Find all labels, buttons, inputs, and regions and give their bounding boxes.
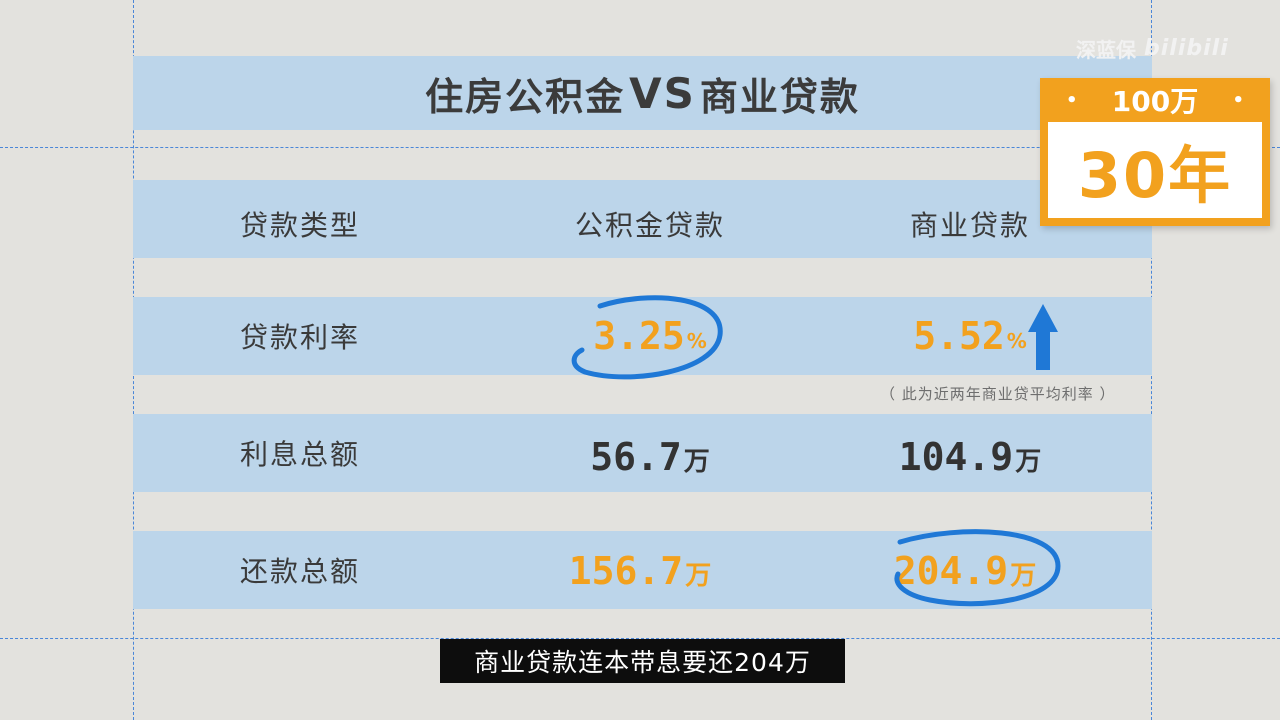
commercial-total-unit: 万 bbox=[1010, 561, 1037, 591]
bilibili-logo: bilibili bbox=[1144, 36, 1229, 61]
guide-line-bottom bbox=[0, 638, 1280, 639]
commercial-interest-unit: 万 bbox=[1015, 447, 1042, 477]
video-subtitle: 商业贷款连本带息要还204万 bbox=[440, 639, 845, 683]
commercial-total: 204.9 万 bbox=[855, 532, 1075, 610]
watermark-channel: 深蓝保 bbox=[1076, 38, 1136, 62]
commercial-rate: 5.52 % bbox=[860, 297, 1080, 375]
badge-amount: 100万 bbox=[1111, 85, 1199, 118]
housing-fund-interest: 56.7 万 bbox=[540, 418, 760, 496]
commercial-rate-unit: % bbox=[1006, 329, 1027, 353]
row-label-total: 还款总额 bbox=[239, 555, 360, 588]
header-loan-type: 贷款类型 bbox=[239, 209, 360, 242]
loan-badge: • 100万 • 30年 bbox=[1040, 78, 1270, 226]
housing-fund-interest-value: 56.7 bbox=[590, 435, 682, 479]
header-commercial: 商业贷款 bbox=[909, 209, 1030, 242]
bullet-icon: • bbox=[1066, 89, 1078, 111]
header-row-band bbox=[133, 180, 1152, 258]
page-title: 住房公积金 VS 商业贷款 bbox=[133, 56, 1152, 130]
channel-watermark: 深蓝保 bilibili bbox=[1076, 34, 1229, 63]
title-left: 住房公积金 bbox=[425, 74, 626, 119]
title-vs: VS bbox=[629, 68, 696, 118]
housing-fund-interest-unit: 万 bbox=[683, 447, 710, 477]
bullet-icon: • bbox=[1232, 89, 1244, 111]
housing-fund-total-value: 156.7 bbox=[568, 549, 684, 593]
commercial-interest-value: 104.9 bbox=[898, 435, 1014, 479]
housing-fund-total: 156.7 万 bbox=[530, 532, 750, 610]
housing-fund-rate: 3.25 % bbox=[540, 297, 760, 375]
rate-footnote: （ 此为近两年商业贷平均利率 ） bbox=[880, 385, 1116, 403]
badge-years: 30年 bbox=[1048, 122, 1262, 218]
commercial-interest: 104.9 万 bbox=[860, 418, 1080, 496]
header-housing-fund: 公积金贷款 bbox=[574, 209, 725, 242]
commercial-total-value: 204.9 bbox=[893, 549, 1009, 593]
commercial-rate-value: 5.52 bbox=[913, 314, 1005, 358]
housing-fund-total-unit: 万 bbox=[685, 561, 712, 591]
guide-line-top bbox=[0, 147, 1280, 148]
housing-fund-rate-value: 3.25 bbox=[593, 314, 685, 358]
row-interest-band bbox=[133, 414, 1152, 492]
title-right: 商业贷款 bbox=[699, 74, 860, 119]
row-label-interest: 利息总额 bbox=[239, 438, 360, 471]
row-label-rate: 贷款利率 bbox=[239, 321, 360, 354]
housing-fund-rate-unit: % bbox=[686, 329, 707, 353]
